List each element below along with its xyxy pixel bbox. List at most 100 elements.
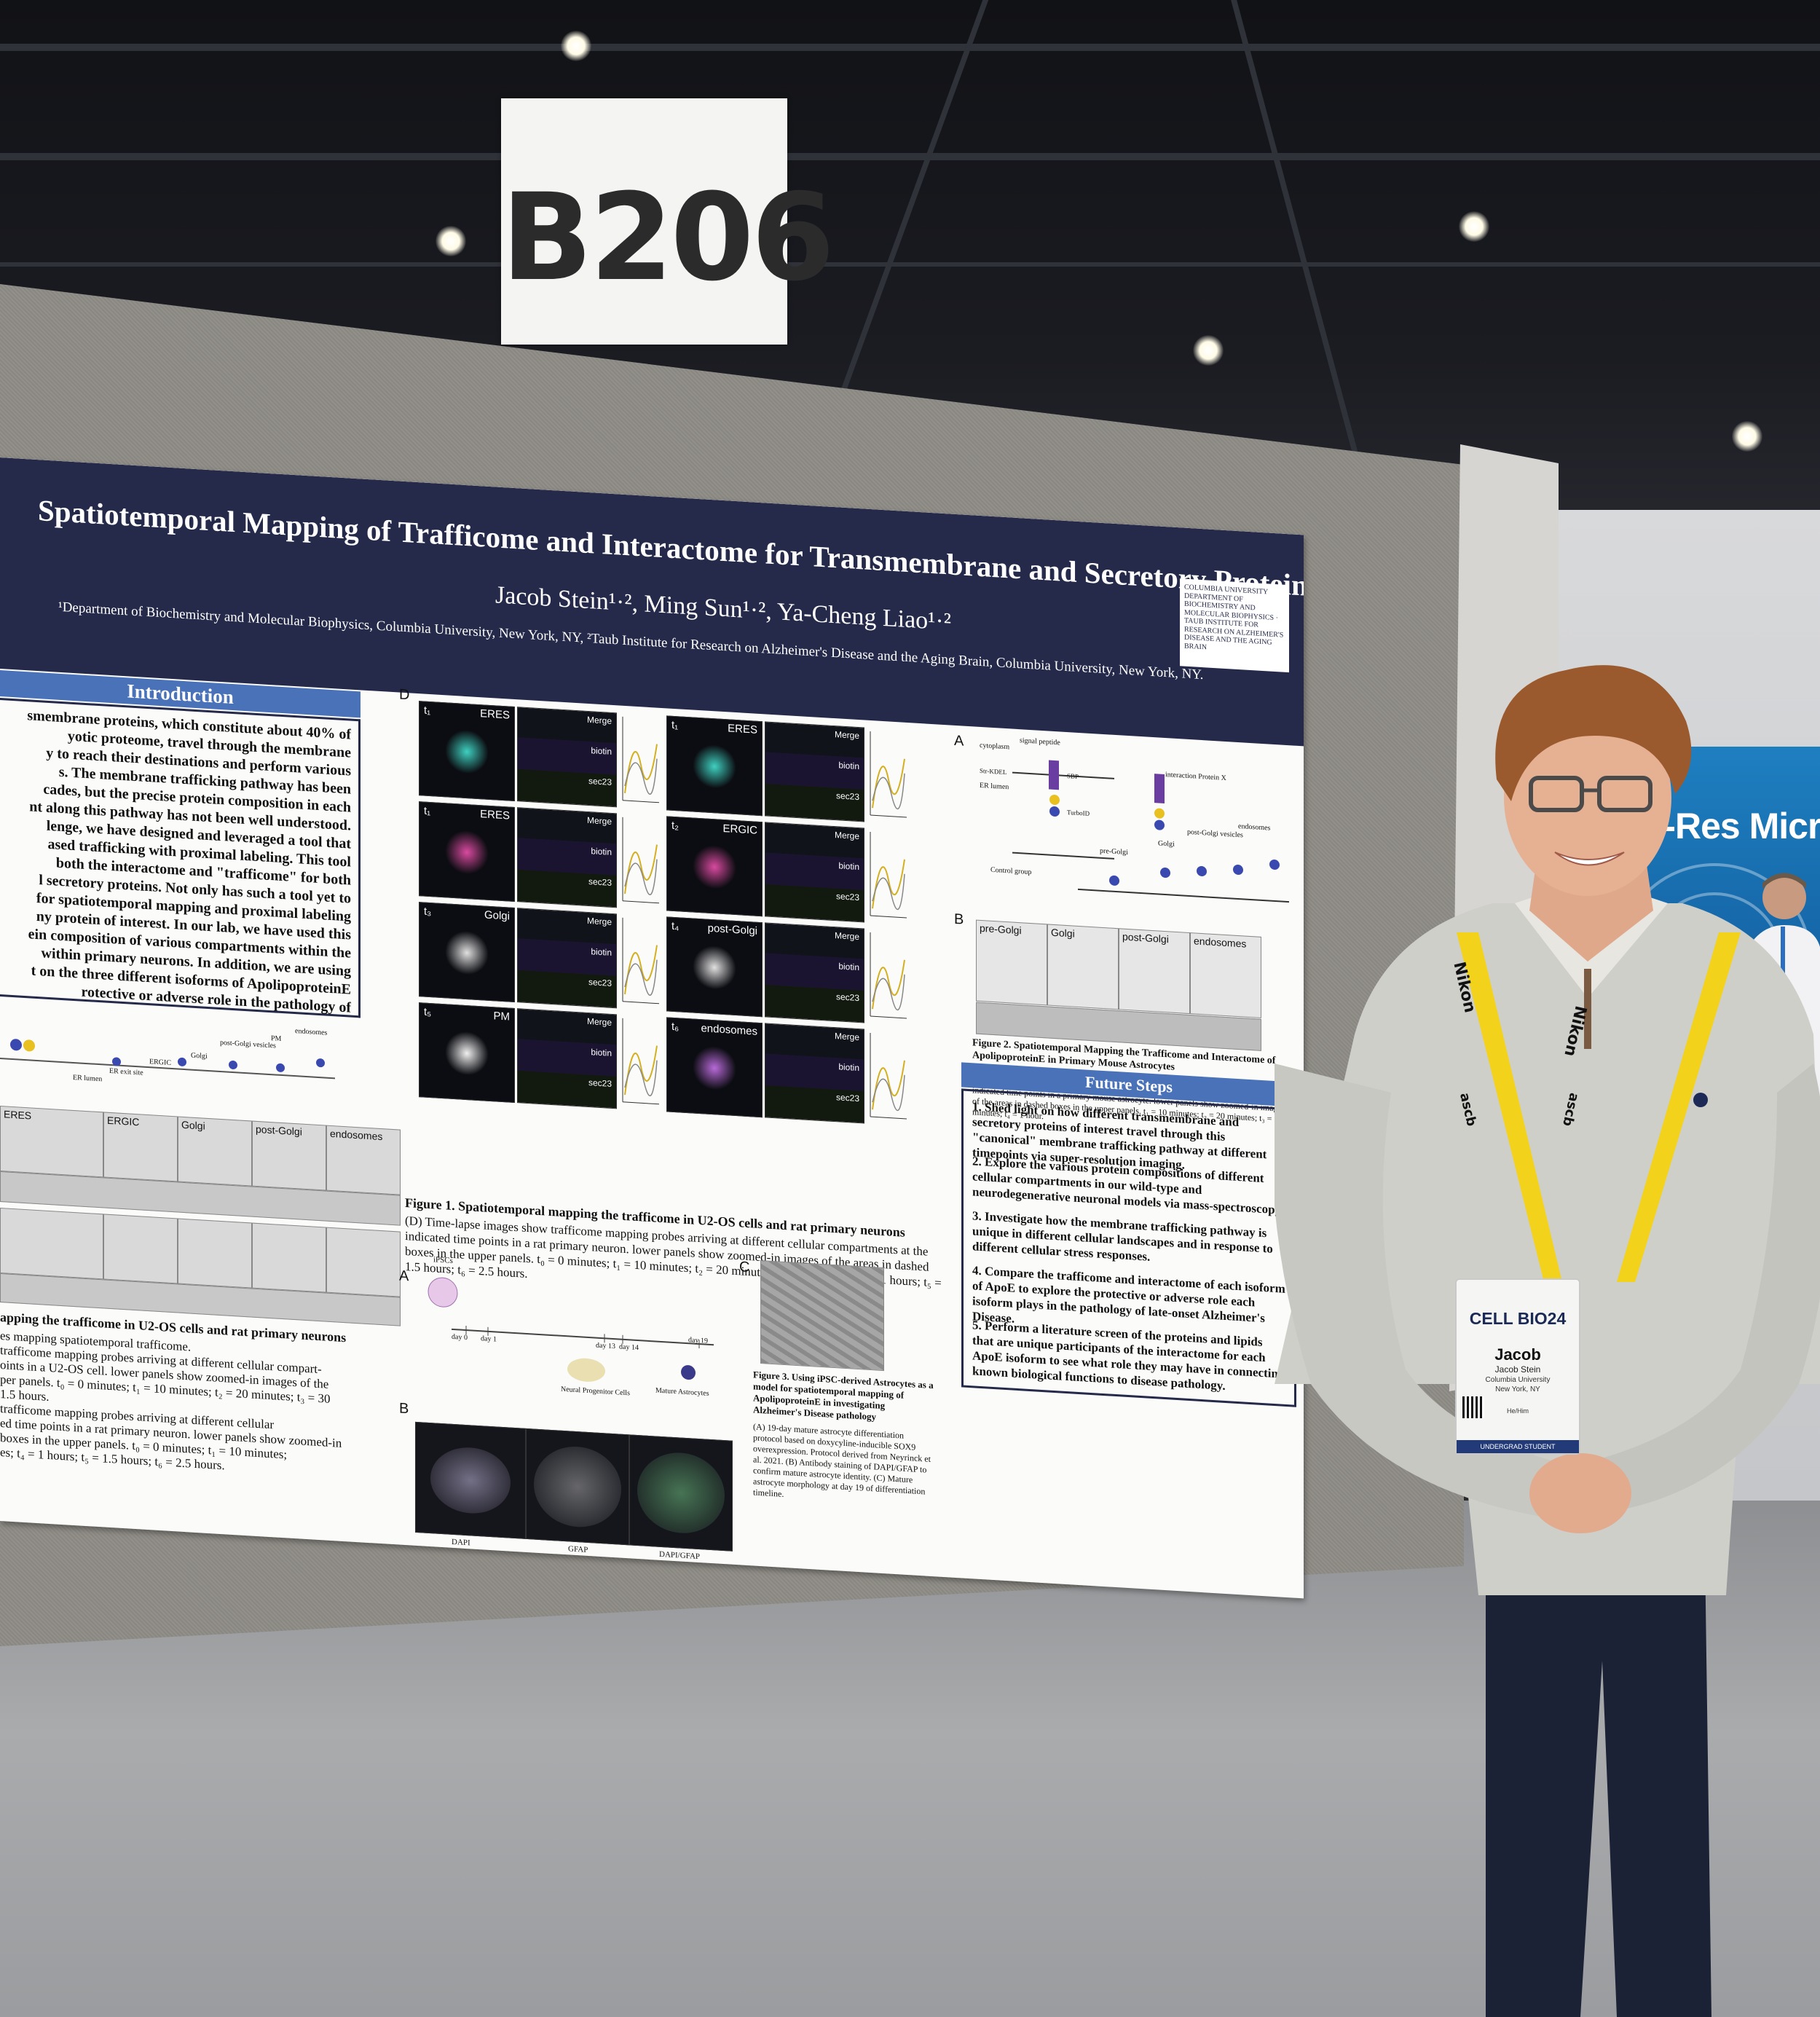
timepoint-label: t₅ xyxy=(424,1005,432,1019)
microscopy-panel: endosomes xyxy=(326,1125,401,1195)
timeline-label: day 1 xyxy=(481,1334,497,1344)
microscopy-panel xyxy=(103,1214,178,1284)
channel-label: Merge xyxy=(834,830,859,842)
neuron-signal xyxy=(445,1030,489,1077)
channel-label: Merge xyxy=(586,1015,612,1028)
figure2-panel-b-letter: B xyxy=(954,911,964,928)
channel-label: biotin xyxy=(591,946,612,958)
panel-label: pre-Golgi xyxy=(980,921,1022,937)
compartment-label: ERES xyxy=(480,808,510,822)
figure2-image: pre-Golgi xyxy=(976,919,1047,1006)
presenter-glasses xyxy=(1597,776,1652,812)
compartment-label: Golgi xyxy=(484,908,510,923)
channel-label: sec23 xyxy=(835,1092,859,1104)
nuclei-glow xyxy=(430,1445,511,1516)
timeline-label: iPSCs xyxy=(433,1255,453,1265)
ceiling-light xyxy=(436,226,466,256)
neuron-image: t₁ ERES xyxy=(419,701,515,802)
ceiling-truss xyxy=(0,153,1820,160)
figure1-microscopy-grid: t₁ ERES Merge biotin sec23 t₁ ERES Merge biotin s… xyxy=(0,457,1304,1124)
intensity-profile xyxy=(870,932,907,1019)
panel-label: endosomes xyxy=(1194,935,1247,950)
microscopy-panel: post-Golgi xyxy=(252,1120,326,1191)
neuron-signal xyxy=(693,944,736,991)
neuron-image: t₆ endosomes xyxy=(666,1017,763,1118)
figure2-label: SBP xyxy=(1067,772,1079,780)
conference-badge: CELL BIO24 Jacob Jacob Stein Columbia Un… xyxy=(1455,1278,1580,1455)
neuron-image: t₁ ERES xyxy=(419,801,515,903)
badge-role: UNDERGRAD STUDENT xyxy=(1457,1440,1579,1453)
ceiling-truss xyxy=(0,44,1820,51)
neuron-signal xyxy=(693,743,736,790)
channel-label: Merge xyxy=(586,814,612,827)
presenter-hair xyxy=(1495,665,1692,801)
timepoint-label: t₁ xyxy=(424,704,431,717)
neuron-image: t₅ PM xyxy=(419,1002,515,1104)
channel-label: biotin xyxy=(838,1061,859,1074)
lanyard-left xyxy=(1457,932,1562,1282)
gfap-stain-image xyxy=(526,1428,629,1546)
figure2-image: post-Golgi xyxy=(1119,928,1190,1015)
channel-label: Merge xyxy=(586,915,612,927)
microscopy-panel xyxy=(326,1227,401,1297)
future-steps-box: 1. Shed light on how different transmemb… xyxy=(961,1088,1296,1407)
channel-label: Merge xyxy=(834,1031,859,1043)
presenter-left-arm xyxy=(1275,1063,1595,1522)
neuron-image: t₃ Golgi xyxy=(419,902,515,1003)
badge-pronouns: He/Him xyxy=(1506,1407,1529,1415)
presenter-zip xyxy=(1584,969,1591,1049)
badge-city: New York, NY xyxy=(1495,1385,1540,1393)
ceiling-truss xyxy=(0,262,1820,267)
neuron-image: t₂ ERGIC xyxy=(666,816,763,917)
channel-label: DAPI/GFAP xyxy=(659,1549,701,1562)
intensity-profile xyxy=(622,716,659,803)
channel-label: biotin xyxy=(838,760,859,772)
channel-label: DAPI xyxy=(452,1537,470,1548)
microscopy-panel: ERGIC xyxy=(103,1112,178,1182)
merged-glow xyxy=(637,1450,725,1536)
neuron-signal xyxy=(445,929,489,976)
badge-organization: Columbia University xyxy=(1485,1376,1551,1384)
channel-strip: Merge biotin sec23 xyxy=(765,822,864,923)
figure2-label: pre-Golgi xyxy=(1100,846,1128,857)
figure3-panel-a-letter: A xyxy=(399,1267,409,1285)
channel-label: biotin xyxy=(591,745,612,757)
figure2-label: Golgi xyxy=(1158,839,1175,849)
institution-logo: COLUMBIA UNIVERSITY DEPARTMENT OF BIOCHE… xyxy=(1180,578,1289,673)
neuron-signal xyxy=(693,844,736,891)
figure3-timeline xyxy=(428,1277,714,1382)
timepoint-label: t₁ xyxy=(671,718,679,732)
intensity-profile xyxy=(622,817,659,904)
timeline-label: day 14 xyxy=(619,1342,639,1353)
channel-label: sec23 xyxy=(588,1077,612,1089)
introduction-box: smembrane proteins, which constitute abo… xyxy=(0,698,361,1018)
figure2-label: ER lumen xyxy=(980,781,1009,792)
timepoint-label: t₁ xyxy=(424,804,431,818)
timepoint-label: t₂ xyxy=(671,819,679,833)
poster-authors: Jacob Stein¹·², Ming Sun¹·², Ya-Cheng Li… xyxy=(495,581,951,636)
channel-label: sec23 xyxy=(835,991,859,1004)
neuron-signal xyxy=(445,728,489,775)
merged-stain-image xyxy=(629,1434,733,1552)
figure3-panel-c-letter: C xyxy=(739,1259,750,1276)
channel-strip: Merge biotin sec23 xyxy=(765,721,864,822)
channel-label: biotin xyxy=(591,1047,612,1058)
badge-first-name: Jacob xyxy=(1494,1345,1541,1364)
figure2-label: cytoplasm xyxy=(980,741,1010,752)
channel-strip: Merge biotin sec23 xyxy=(517,807,617,908)
presenter-hands xyxy=(1529,1453,1631,1533)
figure2-label: TurboID xyxy=(1067,809,1090,817)
channel-label: sec23 xyxy=(588,876,612,888)
compartment-label: ERGIC xyxy=(722,822,757,837)
channel-label: GFAP xyxy=(568,1544,588,1554)
compartment-label: endosomes xyxy=(701,1022,757,1038)
panel-label: ERGIC xyxy=(107,1114,140,1128)
microscopy-panel: Golgi xyxy=(178,1116,252,1187)
timeline-label: day 13 xyxy=(596,1341,615,1351)
presenter-right-arm xyxy=(1580,1063,1820,1515)
gfap-glow xyxy=(534,1444,621,1530)
board-number-card: B206 xyxy=(501,98,835,345)
presenter-glasses xyxy=(1529,776,1584,812)
channel-strip: Merge biotin sec23 xyxy=(765,1023,864,1124)
ceiling-light xyxy=(1459,211,1489,242)
